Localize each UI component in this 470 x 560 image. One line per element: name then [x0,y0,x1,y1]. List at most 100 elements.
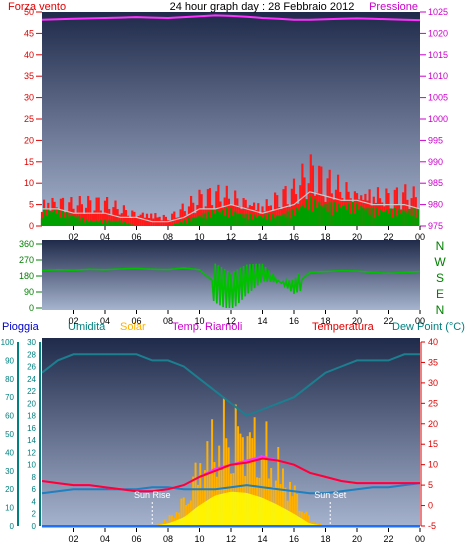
humidity-axis-tick-label: 8 [32,473,37,482]
direction-x-tick-label: 04 [100,316,110,326]
direction-axis-tick-label: 180 [19,271,34,281]
wind-axis-tick-label: 10 [24,178,34,188]
humidity-axis-tick-label: 16 [27,424,36,433]
rain-axis-tick-label: 50 [5,430,14,439]
temperature-x-tick-label: 02 [68,534,78,544]
wind-axis-tick-label: 35 [24,71,34,81]
rain-axis-tick-label: 10 [5,504,14,513]
temperature-x-tick-label: 12 [226,534,236,544]
pressure-axis-tick-label: 1025 [428,7,448,17]
wind-x-tick-label: 04 [100,232,110,242]
wind-speed-axis-label: Forza vento [8,1,66,13]
temperature-x-tick-label: 06 [131,534,141,544]
temperature-x-tick-label: 08 [163,534,173,544]
pressure-axis-tick-label: 1010 [428,71,448,81]
pressure-axis-tick-label: 1005 [428,93,448,103]
temperature-x-tick-label: 20 [352,534,362,544]
legend-rain: Pioggia [2,321,40,333]
humidity-axis-tick-label: 30 [27,338,36,347]
temperature-axis-tick-label: 10 [428,460,438,470]
temperature-axis-tick-label: 25 [428,398,438,408]
wind-x-tick-label: 14 [257,232,267,242]
wind-axis-tick-label: 40 [24,50,34,60]
humidity-axis-tick-label: 0 [32,522,37,531]
temperature-x-tick-label: 10 [194,534,204,544]
humidity-axis-tick-label: 28 [27,350,36,359]
pressure-axis-tick-label: 1015 [428,50,448,60]
direction-x-tick-label: 16 [289,316,299,326]
sunrise-label: Sun Rise [134,490,171,500]
temperature-axis-tick-label: 0 [428,501,433,511]
pressure-axis-tick-label: 980 [428,200,443,210]
direction-axis-tick-label: 0 [29,303,34,313]
humidity-axis-tick-label: 4 [32,497,37,506]
temperature-axis-tick-label: -5 [428,521,436,531]
wind-axis-tick-label: 0 [29,221,34,231]
wind-axis-tick-label: 30 [24,93,34,103]
humidity-axis-tick-label: 2 [32,510,37,519]
pressure-axis-label: Pressione [369,1,418,13]
dew-point-line [41,482,421,495]
direction-compass-label: S [436,271,444,285]
direction-compass-label: N [436,239,445,253]
wind-x-tick-label: 16 [289,232,299,242]
direction-axis-tick-label: 270 [19,255,34,265]
temperature-x-tick-label: 18 [320,534,330,544]
wind-axis-tick-label: 15 [24,157,34,167]
direction-x-tick-label: 22 [383,316,393,326]
legend-humidity: Umidita [68,321,106,333]
humidity-axis-tick-label: 6 [32,485,37,494]
temperature-axis-tick-label: 40 [428,337,438,347]
wind-x-tick-label: 08 [163,232,173,242]
wind-x-tick-label: 06 [131,232,141,242]
temperature-x-tick-label: 00 [415,534,425,544]
rain-axis-tick-label: 80 [5,375,14,384]
direction-x-tick-label: 10 [194,316,204,326]
direction-axis-tick-label: 90 [24,287,34,297]
rain-axis-tick-label: 70 [5,393,14,402]
pressure-axis-tick-label: 1000 [428,114,448,124]
wind-x-tick-label: 02 [68,232,78,242]
wind-x-tick-label: 00 [415,232,425,242]
wind-x-tick-label: 18 [320,232,330,242]
temperature-x-tick-label: 16 [289,534,299,544]
temperature-x-tick-label: 04 [100,534,110,544]
pressure-axis-tick-label: 995 [428,135,443,145]
rain-axis-tick-label: 40 [5,448,14,457]
pressure-line [41,14,421,22]
direction-x-tick-label: 20 [352,316,362,326]
pressure-axis-tick-label: 1020 [428,28,448,38]
temperature-line [41,457,420,493]
humidity-axis-tick-label: 24 [27,375,36,384]
rain-axis-tick-label: 60 [5,412,14,421]
wind-average-line [42,191,421,223]
direction-compass-label: E [436,287,444,301]
wind-axis-tick-label: 5 [29,200,34,210]
direction-x-tick-label: 12 [226,316,236,326]
humidity-axis-tick-label: 18 [27,412,36,421]
temperature-axis-tick-label: 20 [428,419,438,429]
direction-compass-label: W [434,255,446,269]
direction-axis-tick-label: 360 [19,239,34,249]
wind-axis-tick-label: 50 [24,7,34,17]
wind-x-tick-label: 10 [194,232,204,242]
sunset-label: Sun Set [314,490,347,500]
wind-x-tick-label: 22 [383,232,393,242]
wind-x-tick-label: 12 [226,232,236,242]
temperature-axis-tick-label: 15 [428,439,438,449]
temperature-axis-tick-label: 30 [428,378,438,388]
humidity-axis-tick-label: 14 [27,436,36,445]
humidity-axis-tick-label: 22 [27,387,36,396]
direction-x-tick-label: 00 [415,316,425,326]
direction-compass-label: N [436,303,445,317]
legend-temperature: Temperatura [312,321,375,333]
temperature-x-tick-label: 14 [257,534,267,544]
direction-x-tick-label: 14 [257,316,267,326]
legend-temp-garage: Temp. Riarnoli [172,321,242,333]
direction-x-tick-label: 08 [163,316,173,326]
humidity-axis-tick-label: 26 [27,363,36,372]
direction-x-tick-label: 18 [320,316,330,326]
direction-x-tick-label: 06 [131,316,141,326]
pressure-axis-tick-label: 990 [428,157,443,167]
